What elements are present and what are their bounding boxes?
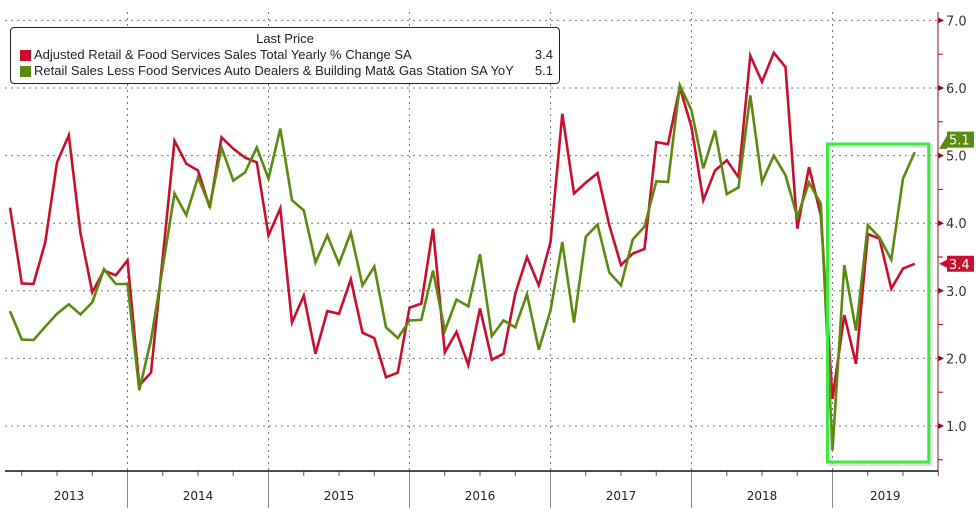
y-tick-label: 4.0: [946, 217, 967, 232]
x-tick-label: 2016: [465, 489, 496, 503]
y-tick-label: 1.0: [946, 420, 967, 435]
legend: Last Price Adjusted Retail & Food Servic…: [10, 27, 560, 84]
legend-swatch-red: [20, 49, 31, 61]
y-tick-label: 5.0: [946, 150, 967, 165]
x-tick-label: 2014: [183, 489, 214, 503]
y-tick-marker: [938, 152, 944, 159]
y-tick-marker: [938, 287, 944, 294]
x-tick-label: 2018: [747, 489, 778, 503]
y-tick-marker: [938, 85, 944, 91]
last-value-label: 5.1: [949, 134, 970, 149]
x-tick-label: 2015: [324, 489, 355, 503]
series-line-retail-food: [8, 50, 916, 400]
y-tick-label: 3.0: [946, 285, 967, 300]
x-tick-label: 2017: [606, 489, 637, 503]
legend-item-retail-food: Adjusted Retail & Food Services Sales To…: [11, 47, 559, 63]
last-value-tags: 3.4 5.1: [939, 131, 974, 273]
legend-label: Adjusted Retail & Food Services Sales To…: [34, 47, 412, 62]
y-tick-label: 6.0: [946, 82, 967, 97]
series-line-control-group: [8, 80, 916, 451]
highlight-box: [826, 142, 933, 466]
legend-swatch-green: [20, 65, 31, 77]
highlight-rectangle: [826, 142, 931, 464]
y-tick-marker: [938, 220, 944, 227]
axes: 1.0 2.0 3.0 4.0 5.0 6.0 7.0 2013 2014 2015 2016 201…: [5, 12, 967, 508]
highlight-shadow: [827, 144, 933, 466]
y-tick-label: 7.0: [946, 14, 967, 29]
last-value-label: 3.4: [949, 258, 970, 273]
last-value-tag: [939, 131, 974, 149]
legend-value: 3.4: [534, 47, 553, 62]
y-tick-label: 2.0: [946, 352, 967, 367]
series-lines: [8, 50, 916, 451]
legend-value: 5.1: [534, 63, 553, 78]
last-value-tag: [939, 255, 974, 272]
y-tick-marker: [938, 355, 944, 362]
y-tick-marker: [938, 17, 944, 24]
x-tick-label: 2019: [870, 489, 901, 503]
legend-item-control-group: Retail Sales Less Food Services Auto Dea…: [11, 63, 559, 79]
legend-label: Retail Sales Less Food Services Auto Dea…: [34, 63, 514, 78]
y-tick-marker: [938, 423, 944, 429]
legend-header: Last Price: [256, 31, 314, 46]
x-tick-label: 2013: [54, 489, 85, 503]
